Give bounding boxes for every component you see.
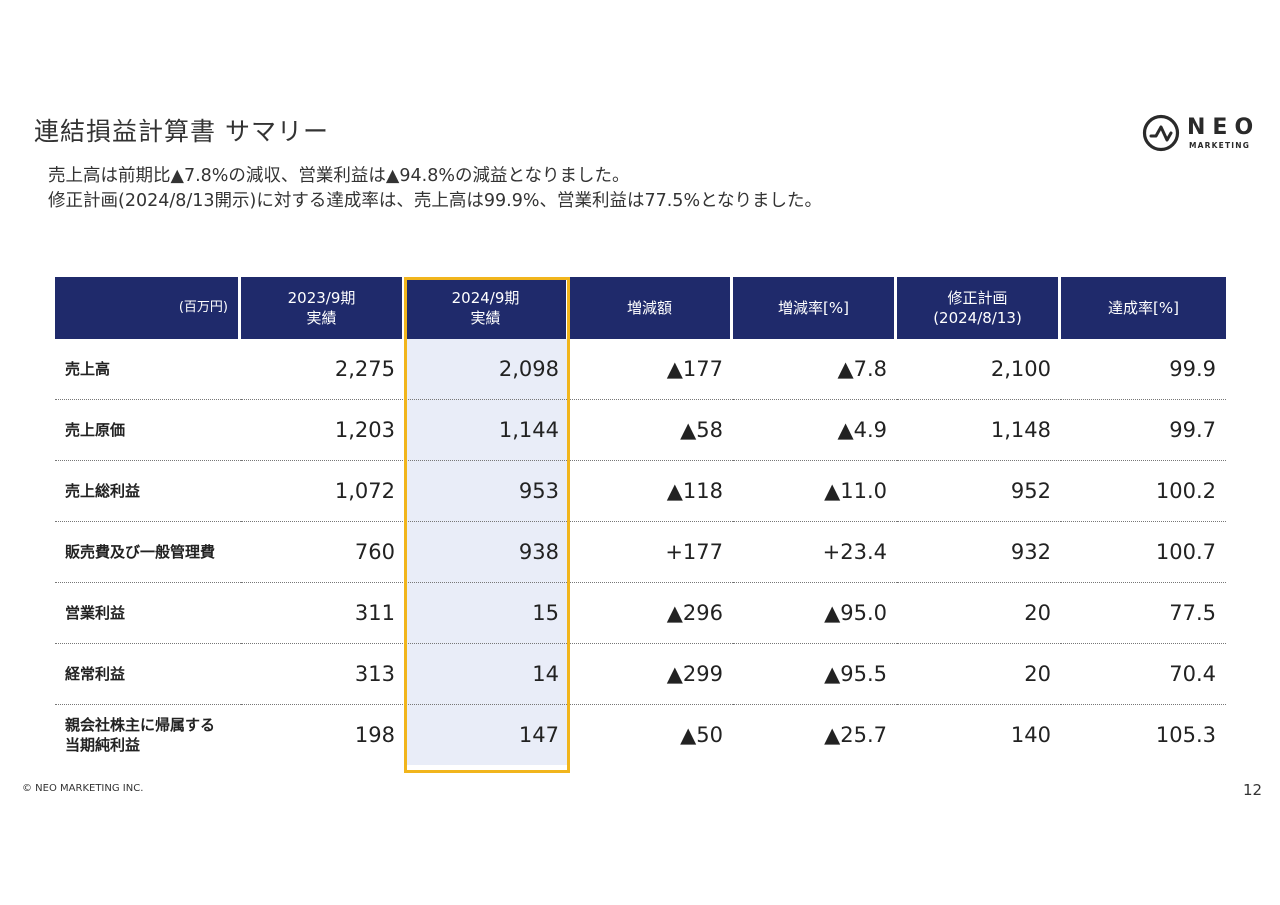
unit-label: (百万円)	[55, 277, 241, 339]
summary-line-1: 売上高は前期比▲7.8%の減収、営業利益は▲94.8%の減益となりました。	[48, 166, 630, 186]
table-cell: 15	[405, 583, 569, 644]
page-title: 連結損益計算書 サマリー	[34, 117, 329, 146]
logo-subtext: MARKETING	[1189, 141, 1251, 150]
table-cell: ▲50	[680, 723, 723, 747]
table-cell: ▲4.9	[733, 400, 897, 461]
table-cell: 1,148	[897, 400, 1061, 461]
table-row: 販売費及び一般管理費 760 938 +177 +23.4 932 100.7	[55, 522, 1226, 583]
income-statement-table: (百万円) 2023/9期 実績 2024/9期 実績 増減額 増減率[%] 修正計…	[55, 277, 1226, 765]
table-cell: 147	[405, 705, 569, 765]
table-cell: 20	[897, 644, 1061, 705]
table-cell: 70.4	[1061, 644, 1226, 705]
table-cell: ▲95.5	[733, 644, 897, 705]
table-cell: ▲58	[569, 400, 733, 461]
row-label: 売上総利益	[55, 461, 241, 522]
row-label: 経常利益	[55, 644, 241, 705]
table-cell: 100.7	[1061, 522, 1226, 583]
column-header-change-rate: 増減率[%]	[733, 277, 897, 339]
table-row: 売上高 2,275 2,098 ▲177 ▲7.8 2,100 99.9	[55, 339, 1226, 400]
row-label: 親会社株主に帰属する 当期純利益	[65, 716, 216, 754]
column-header-achievement-rate: 達成率[%]	[1061, 277, 1226, 339]
table-cell: +177	[569, 522, 733, 583]
table-cell: 100.2	[1061, 461, 1226, 522]
copyright: © NEO MARKETING INC.	[22, 783, 144, 794]
table-cell: 77.5	[1061, 583, 1226, 644]
table-cell: 140	[1010, 723, 1051, 747]
table-cell: 99.9	[1061, 339, 1226, 400]
page-number: 12	[1243, 781, 1263, 799]
table-cell: 2,275	[241, 339, 405, 400]
table-cell: 2,100	[897, 339, 1061, 400]
table-cell: ▲177	[569, 339, 733, 400]
table-row: 営業利益 311 15 ▲296 ▲95.0 20 77.5	[55, 583, 1226, 644]
table-cell: ▲299	[569, 644, 733, 705]
table-cell: ▲296	[569, 583, 733, 644]
row-label: 営業利益	[55, 583, 241, 644]
table-cell: ▲11.0	[733, 461, 897, 522]
company-logo: NEO MARKETING	[1142, 114, 1256, 152]
table-cell: 932	[897, 522, 1061, 583]
table-cell: 198	[354, 723, 395, 747]
summary-text: 売上高は前期比▲7.8%の減収、営業利益は▲94.8%の減益となりました。 修正…	[48, 164, 822, 214]
table-cell: 938	[405, 522, 569, 583]
column-header-fy2023: 2023/9期 実績	[241, 277, 405, 339]
table-cell: 760	[241, 522, 405, 583]
table-cell: +23.4	[733, 522, 897, 583]
column-header-revised-plan: 修正計画 (2024/8/13)	[897, 277, 1061, 339]
table-cell: ▲25.7	[824, 723, 887, 747]
neo-pulse-icon	[1142, 114, 1180, 152]
table-cell: 14	[405, 644, 569, 705]
table-cell: 952	[897, 461, 1061, 522]
table-cell: 953	[405, 461, 569, 522]
row-label: 売上原価	[55, 400, 241, 461]
table-cell: 105.3	[1155, 723, 1216, 747]
summary-line-2: 修正計画(2024/8/13開示)に対する達成率は、売上高は99.9%、営業利益…	[48, 191, 823, 211]
table-cell: 2,098	[405, 339, 569, 400]
table-row: 売上総利益 1,072 953 ▲118 ▲11.0 952 100.2	[55, 461, 1226, 522]
table-cell: 311	[241, 583, 405, 644]
table-row: 経常利益 313 14 ▲299 ▲95.5 20 70.4	[55, 644, 1226, 705]
table-cell: 1,203	[241, 400, 405, 461]
table-cell: 313	[241, 644, 405, 705]
table-cell: 1,144	[405, 400, 569, 461]
table-cell: 1,072	[241, 461, 405, 522]
table-cell: ▲7.8	[733, 339, 897, 400]
table-header-row: (百万円) 2023/9期 実績 2024/9期 実績 増減額 増減率[%] 修正計…	[55, 277, 1226, 339]
table-cell: ▲118	[569, 461, 733, 522]
row-label: 売上高	[55, 339, 241, 400]
table-cell: 99.7	[1061, 400, 1226, 461]
column-header-change-amount: 増減額	[569, 277, 733, 339]
logo-wordmark: NEO	[1187, 115, 1261, 140]
table-row: 売上原価 1,203 1,144 ▲58 ▲4.9 1,148 99.7	[55, 400, 1226, 461]
table-cell: 20	[897, 583, 1061, 644]
row-label: 販売費及び一般管理費	[55, 522, 241, 583]
table-row: 親会社株主に帰属する 当期純利益 198 147 ▲50 ▲25.7 140 105.3	[55, 705, 1226, 765]
table-cell: ▲95.0	[733, 583, 897, 644]
column-header-fy2024: 2024/9期 実績	[405, 277, 569, 339]
